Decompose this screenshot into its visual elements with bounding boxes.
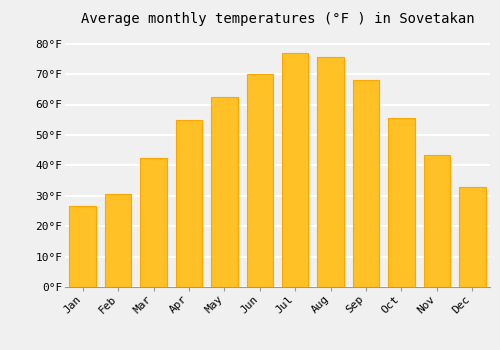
- Bar: [70, 206, 96, 287]
- Bar: [353, 80, 380, 287]
- Bar: [140, 158, 167, 287]
- Bar: [105, 194, 132, 287]
- Bar: [282, 53, 308, 287]
- Bar: [424, 155, 450, 287]
- Bar: [246, 74, 273, 287]
- Bar: [459, 187, 485, 287]
- Bar: [176, 120, 202, 287]
- Bar: [211, 97, 238, 287]
- Bar: [388, 118, 414, 287]
- Bar: [318, 57, 344, 287]
- Title: Average monthly temperatures (°F ) in Sovetakan: Average monthly temperatures (°F ) in So…: [80, 12, 474, 26]
